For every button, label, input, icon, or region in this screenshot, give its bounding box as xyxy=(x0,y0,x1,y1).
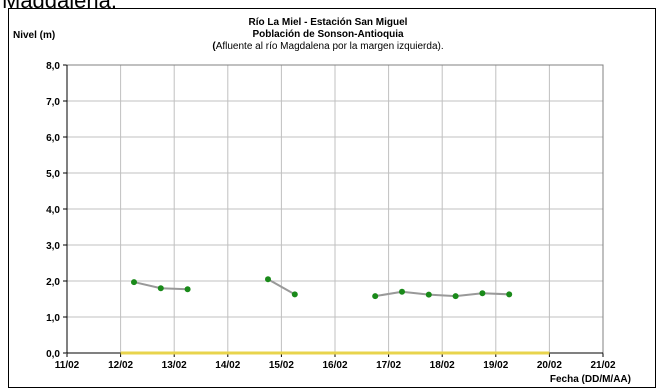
x-tick-label: 18/02 xyxy=(430,360,455,371)
series-line xyxy=(267,278,296,296)
y-tick-label: 7,0 xyxy=(46,97,60,108)
chart-subtitle: Población de Sonson-Antioquia xyxy=(252,29,404,40)
x-tick-label: 11/02 xyxy=(55,360,80,371)
x-tick-label: 16/02 xyxy=(322,360,347,371)
series-group xyxy=(120,276,550,355)
grid-lines xyxy=(66,64,604,354)
chart-subtitle-2: (Afluente al río Magdalena por la margen… xyxy=(212,41,443,52)
data-point xyxy=(479,290,486,297)
y-axis-label: Nivel (m) xyxy=(13,30,55,41)
chart-subtitle-2-paren: ( xyxy=(212,41,216,52)
y-tick-label: 8,0 xyxy=(46,61,60,72)
data-point xyxy=(506,291,513,298)
data-point xyxy=(452,293,459,300)
x-axis-label: Fecha (DD/M/AA) xyxy=(550,374,631,385)
y-tick-label: 2,0 xyxy=(46,277,60,288)
chart-subtitle-2-text: Afluente al río Magdalena por la margen … xyxy=(216,41,444,52)
series-line xyxy=(375,290,510,298)
y-tick-label: 6,0 xyxy=(46,133,60,144)
data-point xyxy=(184,286,191,293)
level-chart: Río La Miel - Estación San Miguel Poblac… xyxy=(13,17,631,385)
data-point xyxy=(291,291,298,298)
x-tick-label: 20/02 xyxy=(537,360,562,371)
data-point xyxy=(372,293,379,300)
x-tick-label: 13/02 xyxy=(162,360,187,371)
chart-title: Río La Miel - Estación San Miguel xyxy=(249,17,408,28)
data-point xyxy=(425,291,432,298)
data-point xyxy=(131,279,137,286)
x-tick-label: 21/02 xyxy=(590,360,615,371)
y-tick-label: 5,0 xyxy=(46,169,60,180)
tick-labels: 0,0 1,0 2,0 3,0 4,0 5,0 6,0 7,0 8,0 11/02 12/02 13/… xyxy=(46,61,616,371)
chart-container: Río La Miel - Estación San Miguel Poblac… xyxy=(8,8,656,388)
x-tick-label: 12/02 xyxy=(108,360,133,371)
y-tick-label: 4,0 xyxy=(46,205,60,216)
data-point xyxy=(265,276,271,283)
data-point xyxy=(157,285,164,292)
x-tick-label: 15/02 xyxy=(269,360,294,371)
y-tick-label: 1,0 xyxy=(46,313,60,324)
x-tick-label: 14/02 xyxy=(215,360,240,371)
axes xyxy=(63,64,604,357)
x-tick-label: 17/02 xyxy=(376,360,401,371)
x-tick-label: 19/02 xyxy=(483,360,508,371)
y-tick-label: 0,0 xyxy=(46,349,60,360)
y-tick-label: 3,0 xyxy=(46,241,60,252)
data-point xyxy=(399,288,405,295)
